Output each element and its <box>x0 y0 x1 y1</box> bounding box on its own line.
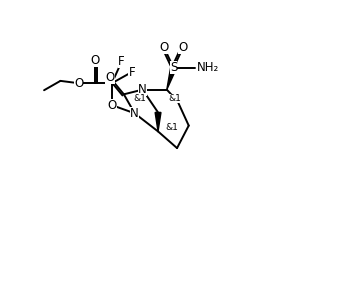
Text: &1: &1 <box>165 123 178 132</box>
Text: O: O <box>107 99 116 112</box>
Text: F: F <box>129 65 135 78</box>
Text: N: N <box>138 83 147 96</box>
Polygon shape <box>155 112 161 132</box>
Text: S: S <box>170 61 177 74</box>
Text: &1: &1 <box>133 94 146 103</box>
Text: NH₂: NH₂ <box>197 61 220 74</box>
Text: N: N <box>130 107 139 120</box>
Text: O: O <box>159 41 169 54</box>
Text: &1: &1 <box>169 94 181 103</box>
Text: O: O <box>105 71 115 84</box>
Text: O: O <box>178 41 188 54</box>
Text: O: O <box>74 77 83 90</box>
Text: O: O <box>91 54 100 67</box>
Text: F: F <box>118 55 125 68</box>
Polygon shape <box>167 67 176 90</box>
